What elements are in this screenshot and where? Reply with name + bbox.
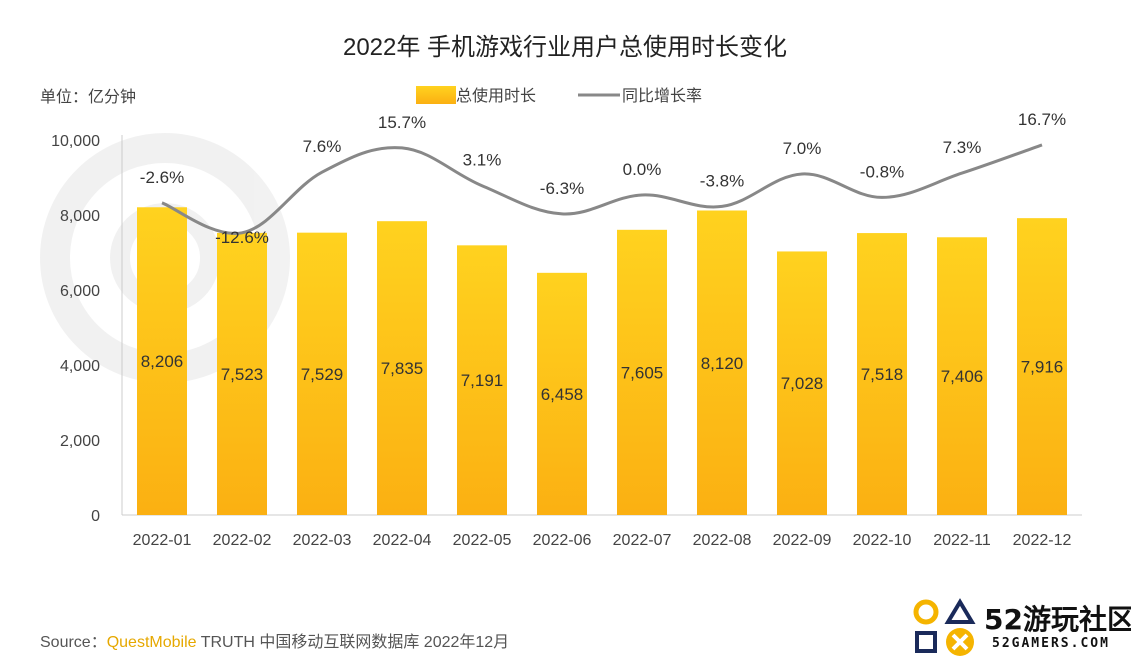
x-tick-label: 2022-08 (693, 532, 752, 549)
logo-name: 52游玩社区 (984, 603, 1131, 636)
bar (1017, 218, 1067, 515)
chart: 2022年 手机游戏行业用户总使用时长变化 单位：亿分钟 总使用时长 同比增长率 … (40, 34, 1082, 549)
unit-label: 单位：亿分钟 (40, 88, 136, 106)
bar-value-label: 7,529 (301, 365, 344, 384)
bar (937, 237, 987, 515)
bar-value-label: 7,523 (221, 365, 264, 384)
source-brand: QuestMobile (106, 634, 197, 651)
y-tick-label: 0 (91, 508, 100, 525)
legend: 总使用时长 同比增长率 (416, 86, 702, 105)
growth-rate-label: 15.7% (378, 113, 426, 132)
bar (297, 232, 347, 515)
site-logo: 52游玩社区 52GAMERS.COM (912, 596, 1131, 660)
legend-bar-label: 总使用时长 (456, 87, 536, 105)
growth-rate-label: -2.6% (140, 168, 184, 187)
growth-rate-label: -12.6% (215, 228, 269, 247)
bar-value-label: 8,206 (141, 352, 184, 371)
growth-rate-label: 16.7% (1018, 110, 1066, 129)
x-tick-label: 2022-04 (373, 532, 432, 549)
y-tick-label: 10,000 (51, 133, 100, 150)
source-rest: TRUTH 中国移动互联网数据库 2022年12月 (196, 634, 510, 651)
y-tick-label: 2,000 (60, 433, 100, 450)
x-tick-label: 2022-12 (1013, 532, 1072, 549)
bar (857, 233, 907, 515)
growth-rate-label: -0.8% (860, 162, 904, 181)
x-tick-label: 2022-07 (613, 532, 672, 549)
y-tick-label: 8,000 (60, 208, 100, 225)
x-tick-label: 2022-06 (533, 532, 592, 549)
bar (377, 221, 427, 515)
x-tick-label: 2022-09 (773, 532, 832, 549)
x-tick-label: 2022-10 (853, 532, 912, 549)
legend-line-label: 同比增长率 (622, 87, 702, 105)
x-tick-label: 2022-03 (293, 532, 352, 549)
growth-rate-label: 7.6% (303, 137, 342, 156)
bar-value-label: 7,518 (861, 365, 904, 384)
growth-rate-label: -3.8% (700, 171, 744, 190)
bar (617, 229, 667, 515)
bar (537, 272, 587, 515)
bar (697, 210, 747, 515)
source-footer: Source：QuestMobile TRUTH 中国移动互联网数据库 2022… (40, 628, 509, 652)
bar-value-label: 8,120 (701, 354, 744, 373)
growth-rate-label: 7.3% (943, 138, 982, 157)
bar-value-label: 7,406 (941, 367, 984, 386)
bar (457, 245, 507, 515)
legend-bar-swatch (416, 86, 456, 104)
bar (777, 251, 827, 515)
growth-rate-label: 0.0% (623, 160, 662, 179)
bar-value-label: 7,605 (621, 363, 664, 382)
x-tick-label: 2022-02 (213, 532, 272, 549)
x-tick-label: 2022-05 (453, 532, 512, 549)
y-tick-label: 6,000 (60, 283, 100, 300)
growth-rate-line (161, 143, 1043, 235)
bar-value-label: 7,835 (381, 359, 424, 378)
bar-value-label: 7,028 (781, 374, 824, 393)
x-tick-label: 2022-01 (133, 532, 192, 549)
x-tick-label: 2022-11 (933, 532, 991, 549)
bar-value-label: 7,191 (461, 371, 504, 390)
bar-value-label: 6,458 (541, 385, 584, 404)
growth-rate-label: -6.3% (540, 179, 584, 198)
bar (217, 232, 267, 515)
bar (137, 207, 187, 515)
source-prefix: Source： (40, 634, 107, 651)
chart-title: 2022年 手机游戏行业用户总使用时长变化 (343, 34, 787, 61)
bar-value-label: 7,916 (1021, 358, 1064, 377)
growth-rate-label: 3.1% (463, 151, 502, 170)
y-tick-label: 4,000 (60, 358, 100, 375)
logo-domain: 52GAMERS.COM (992, 636, 1110, 651)
controller-buttons-icon (913, 598, 976, 656)
growth-rate-label: 7.0% (783, 139, 822, 158)
